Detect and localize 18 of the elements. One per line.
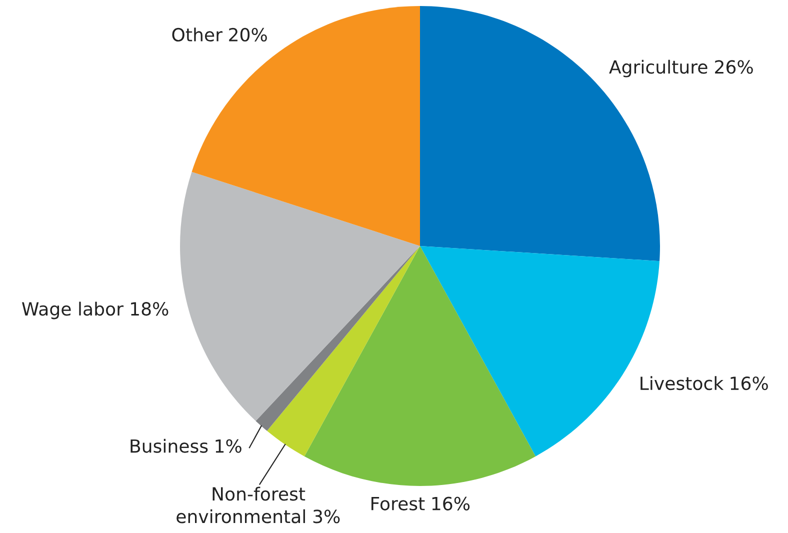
pie-slice [267, 246, 420, 456]
slice-label: Other [172, 28, 222, 42]
slice-label: Livestock [640, 376, 724, 390]
slice-label: Agriculture [609, 60, 708, 78]
slice-label: Non-forest environmental [176, 486, 306, 524]
data-label: 16% [432, 496, 470, 510]
data-label: 16% [730, 376, 768, 390]
data-label: 1% [216, 439, 242, 453]
data-label: 18% [131, 302, 168, 316]
pie-slice [180, 172, 420, 421]
data-label: 3% [313, 510, 340, 524]
slice-label: Business [130, 438, 208, 453]
slice-label: Wage labor [22, 302, 124, 320]
slice-label: Forest [372, 497, 425, 510]
data-label: 26% [715, 60, 753, 74]
pie-slice [304, 246, 536, 486]
data-label: 20% [229, 28, 267, 42]
pie-slice [256, 246, 420, 431]
